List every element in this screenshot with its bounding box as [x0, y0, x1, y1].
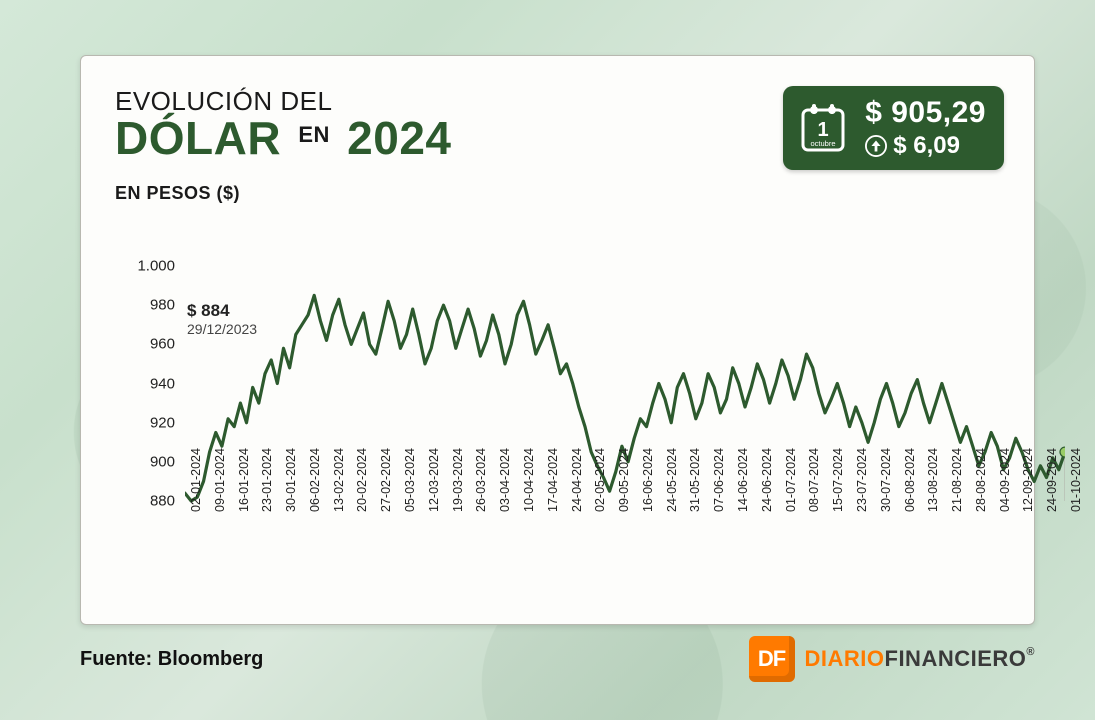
y-tick-label: 960: [115, 336, 175, 353]
title-big-2: 2024: [347, 112, 451, 164]
calendar-day: 1: [818, 119, 829, 141]
brand-text: DIARIOFINANCIERO®: [805, 646, 1036, 672]
y-tick-label: 1.000: [115, 258, 175, 275]
registered-icon: ®: [1026, 646, 1035, 658]
title-big-1: DÓLAR: [115, 112, 281, 164]
x-axis-labels: 02-01-202409-01-202416-01-202423-01-2024…: [185, 512, 1010, 604]
badge-price: $ 905,29: [865, 96, 986, 130]
title-mid: EN: [294, 122, 334, 147]
badge-delta: $ 6,09: [865, 132, 986, 160]
arrow-up-circle-icon: [865, 135, 887, 157]
y-tick-label: 920: [115, 414, 175, 431]
footer: Fuente: Bloomberg DF DIARIOFINANCIERO®: [80, 636, 1035, 682]
y-tick-label: 980: [115, 297, 175, 314]
badge-delta-value: $ 6,09: [893, 132, 960, 160]
subtitle: EN PESOS ($): [115, 183, 1000, 204]
source-label: Fuente: Bloomberg: [80, 648, 263, 671]
price-badge: 1 octubre $ 905,29 $ 6,09: [783, 86, 1004, 170]
x-tick-label: 01-10-2024: [1069, 448, 1095, 512]
brand-logo-icon: DF: [749, 636, 795, 682]
y-tick-label: 940: [115, 375, 175, 392]
calendar-month: octubre: [811, 139, 836, 148]
brand: DF DIARIOFINANCIERO®: [749, 636, 1036, 682]
chart-card: EVOLUCIÓN DEL DÓLAR EN 2024 EN PESOS ($)…: [80, 55, 1035, 625]
calendar-icon: 1 octubre: [797, 100, 849, 156]
badge-values: $ 905,29 $ 6,09: [865, 96, 986, 160]
chart-area: 8809009209409609801.000$ 88429/12/202302…: [115, 266, 1010, 604]
y-tick-label: 880: [115, 493, 175, 510]
y-tick-label: 900: [115, 453, 175, 470]
